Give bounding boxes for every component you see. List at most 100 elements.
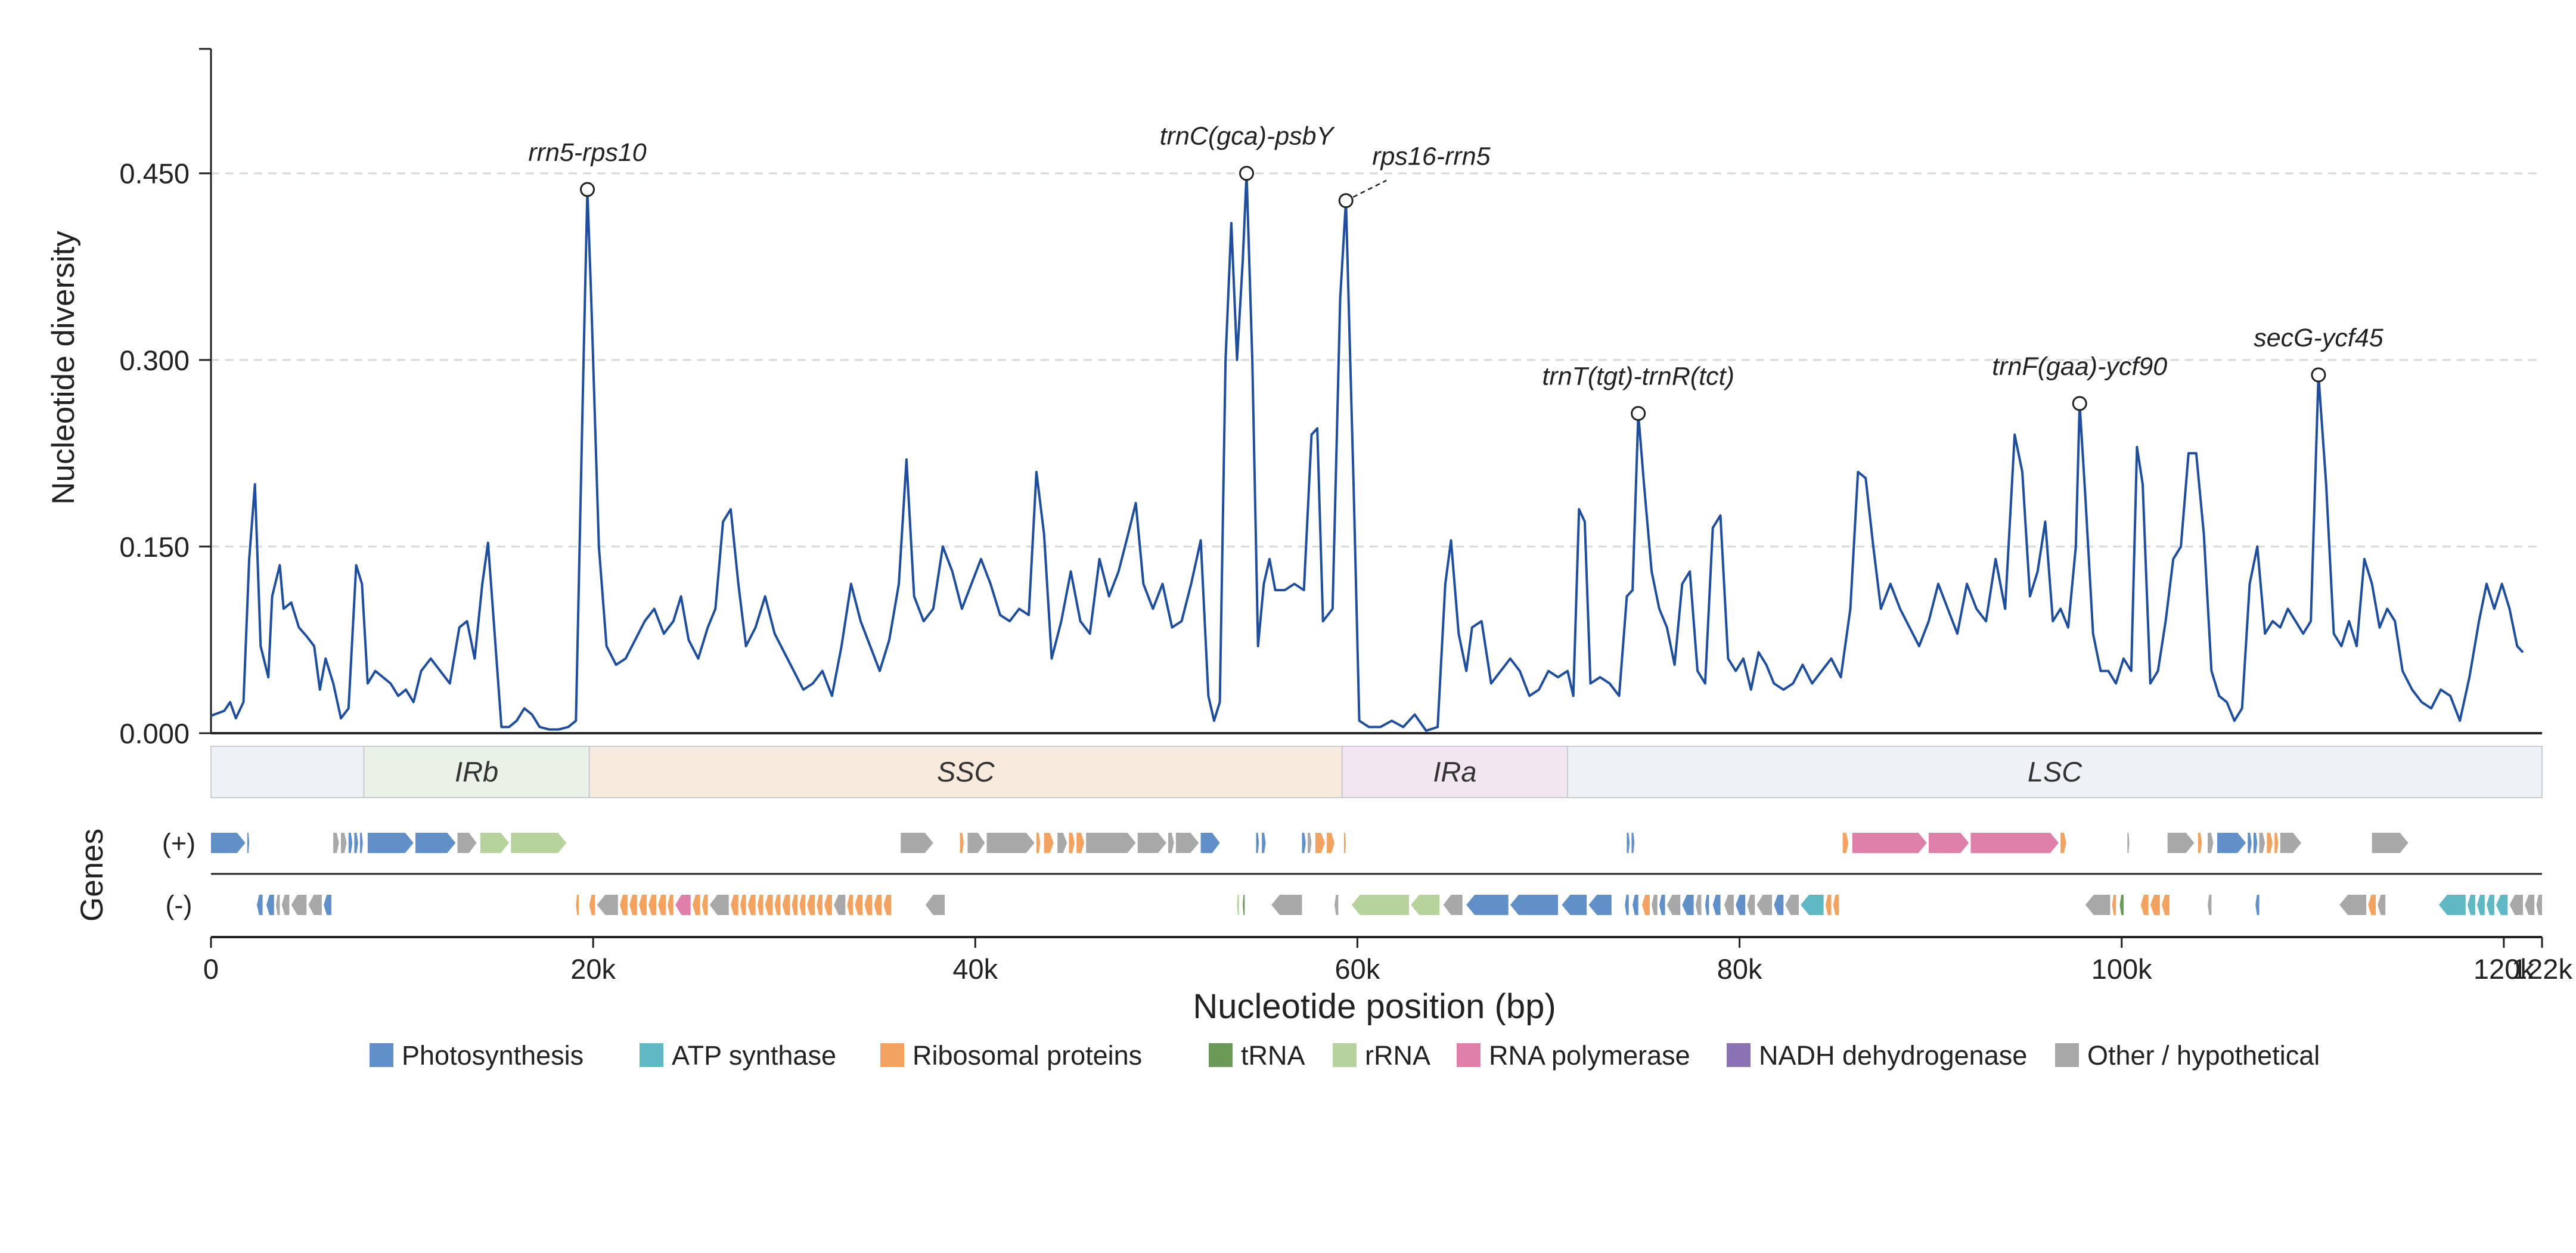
gene-arrow [925,895,945,915]
gene-arrow [1237,895,1239,915]
gene-arrow [1632,895,1638,915]
gene-arrow [1308,833,1312,853]
gene-arrow [1825,895,1832,915]
gene-arrow [354,833,358,853]
gene-arrow [1262,833,1266,853]
legend-swatch [1457,1043,1481,1067]
gene-arrow [1652,895,1658,915]
gene-arrow [2496,895,2508,915]
gene-arrow [1510,895,1559,915]
gene-arrow [1334,895,1339,915]
gene-arrow [2253,833,2258,853]
gene-arrow [824,895,832,915]
gene-arrow [702,895,708,915]
gene-arrow [340,833,347,853]
peak-marker [1338,193,1354,209]
gene-arrow [1842,833,1849,853]
gene-arrow [960,833,964,853]
legend-label: ATP synthase [672,1040,836,1071]
gene-arrow [774,895,781,915]
gene-arrow [457,833,477,853]
gene-arrow [2119,895,2124,915]
gene-arrow [511,833,567,853]
gene-arrow [1562,895,1587,915]
gene-arrow [1044,833,1054,853]
gene-arrow [2372,833,2409,853]
gene-arrow [1747,895,1755,915]
gene-arrow [1168,833,1174,853]
gene-arrow [629,895,637,915]
gene-arrow [2259,833,2265,853]
peak-leader-line [1352,179,1387,198]
gene-arrow [967,833,985,853]
gene-arrow [1069,833,1075,853]
gene-arrow [2509,895,2523,915]
gene-arrow [2207,895,2212,915]
peak-label: trnC(gca)-psbY [1160,122,1336,151]
legend-label: rRNA [1365,1040,1430,1071]
gene-arrow [1695,895,1702,915]
gene-arrow [799,895,805,915]
gene-arrow [2525,895,2535,915]
gene-arrow [1627,833,1630,853]
region-block [588,746,1343,798]
gene-arrow [1057,833,1067,853]
peak-marker [580,182,595,197]
gene-tracks: (+) (-) [162,828,2542,920]
gene-arrow [1443,895,1463,915]
x-tick-label: 100k [2091,953,2152,985]
gene-arrow [658,895,666,915]
gene-arrow [1344,833,1346,853]
gene-arrow [2217,833,2246,853]
gene-arrow [2536,895,2542,915]
gene-arrow [1466,895,1509,915]
gene-arrow [1271,895,1302,915]
gene-arrow [807,895,815,915]
gene-arrow [2368,895,2376,915]
gene-arrow [782,895,790,915]
peak-marker [1631,406,1646,421]
gene-arrow [1833,895,1839,915]
gene-arrow [2267,833,2273,853]
gene-arrow [2467,895,2475,915]
gene-arrow [2085,895,2111,915]
x-tick-label: 40k [952,953,998,985]
gene-arrow [1315,833,1325,853]
gene-arrow [2162,895,2170,915]
y-axis-label: Nucleotide diversity [46,231,81,505]
gene-arrow [480,833,510,853]
legend-swatch [1727,1043,1751,1067]
gene-arrow [2150,895,2160,915]
gene-arrow [1970,833,2059,853]
gene-arrow [847,895,854,915]
gene-arrow [266,895,274,915]
gene-arrow [855,895,863,915]
legend-label: tRNA [1241,1040,1305,1071]
gene-arrow [367,833,414,853]
peak-marker [1239,166,1255,181]
gene-arrow [1175,833,1199,853]
gene-arrow [883,895,892,915]
gene-arrow [1243,895,1245,915]
peak-marker [2311,367,2326,383]
gene-arrow [874,895,882,915]
peak-label: rrn5-rps10 [528,138,646,167]
gene-arrow [2167,833,2195,853]
gene-arrow [792,895,798,915]
gene-arrow [1785,895,1799,915]
gene-arrow [1801,895,1824,915]
gene-arrow [2487,895,2494,915]
gene-arrow [1411,895,1440,915]
gene-arrow [1137,833,1166,853]
peak-label: trnF(gaa)-ycf90 [1992,352,2167,381]
gene-arrow [291,895,307,915]
gene-arrow [281,895,290,915]
x-tick-label: 60k [1335,953,1380,985]
gene-arrow [2378,895,2386,915]
gene-arrow [2140,895,2149,915]
gene-arrow [348,833,353,853]
region-label: IRb [455,756,498,787]
gene-arrow [247,833,250,853]
gene-arrow [333,833,339,853]
x-axis-label: Nucleotide position (bp) [1193,987,1556,1026]
